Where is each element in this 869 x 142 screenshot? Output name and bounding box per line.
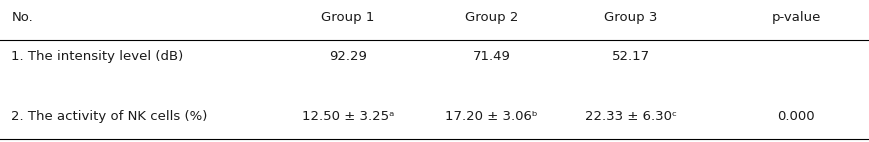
Text: p-value: p-value [771,11,819,24]
Text: Group 3: Group 3 [603,11,657,24]
Text: 92.29: 92.29 [328,50,367,63]
Text: 22.33 ± 6.30ᶜ: 22.33 ± 6.30ᶜ [584,110,676,123]
Text: 12.50 ± 3.25ᵃ: 12.50 ± 3.25ᵃ [302,110,394,123]
Text: 2. The activity of NK cells (%): 2. The activity of NK cells (%) [11,110,208,123]
Text: Group 2: Group 2 [464,11,518,24]
Text: 17.20 ± 3.06ᵇ: 17.20 ± 3.06ᵇ [445,110,537,123]
Text: No.: No. [11,11,33,24]
Text: 1. The intensity level (dB): 1. The intensity level (dB) [11,50,183,63]
Text: 52.17: 52.17 [611,50,649,63]
Text: Group 1: Group 1 [321,11,375,24]
Text: 0.000: 0.000 [776,110,814,123]
Text: 71.49: 71.49 [472,50,510,63]
